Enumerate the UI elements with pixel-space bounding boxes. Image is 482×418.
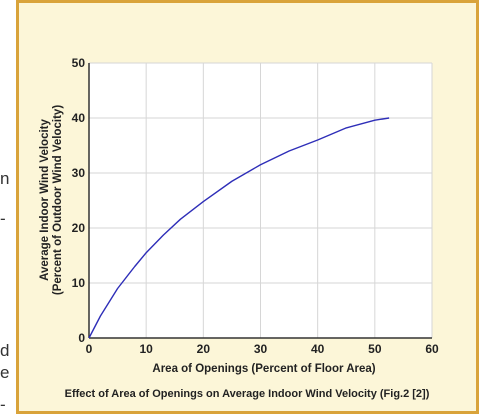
series-line	[88, 117, 390, 339]
x-tick-label: 20	[197, 342, 211, 356]
figure-caption: Effect of Area of Openings on Average In…	[65, 388, 430, 400]
x-tick-label: 10	[139, 342, 153, 356]
y-tick-label: 0	[78, 331, 85, 345]
left-edge-fragment: n	[0, 169, 10, 188]
x-tick-label: 40	[311, 342, 325, 356]
y-tick-label: 40	[72, 111, 86, 125]
y-axis-label-line-2: (Percent of Outdoor Wind Velocity)	[52, 105, 64, 295]
gridlines	[89, 62, 433, 338]
y-tick-label: 50	[72, 56, 86, 70]
y-tick-label: 10	[72, 276, 86, 290]
x-tick-labels: 0 10 20 30 40 50 60	[86, 342, 439, 356]
x-axis-label: Area of Openings (Percent of Floor Area)	[152, 363, 375, 375]
y-tick-label: 30	[72, 166, 86, 180]
left-edge-fragment: e	[0, 363, 10, 382]
left-edge-fragment: -	[0, 209, 6, 228]
x-tick-label: 0	[86, 342, 93, 356]
y-tick-label: 20	[72, 221, 86, 235]
x-tick-label: 60	[425, 342, 439, 356]
x-tick-label: 30	[254, 342, 268, 356]
figure-panel: 0 10 20 30 40 50 60 0 10 20 30 40 50 Area of Openin…	[16, 0, 479, 414]
left-edge-fragment: -	[0, 395, 6, 414]
y-tick-labels: 0 10 20 30 40 50	[72, 56, 86, 345]
axes	[88, 63, 432, 339]
line-chart: 0 10 20 30 40 50 60 0 10 20 30 40 50 Area of Openin…	[39, 56, 439, 400]
series-group	[88, 117, 390, 339]
left-edge-fragment: d	[0, 341, 10, 360]
y-axis-label-line-1: Average Indoor Wind Velocity	[39, 119, 51, 281]
x-tick-label: 50	[368, 342, 382, 356]
